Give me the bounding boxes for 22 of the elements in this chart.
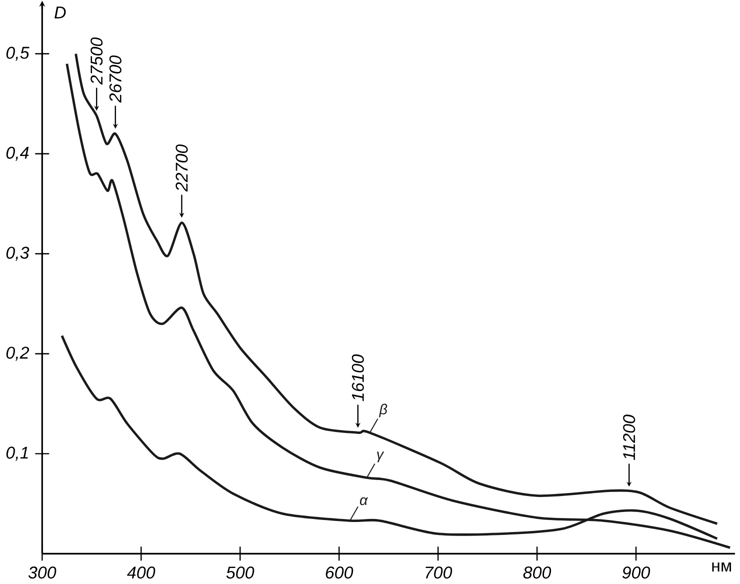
annotation: 16100 bbox=[352, 354, 364, 401]
y-tick-label: 0,3 bbox=[6, 246, 30, 261]
x-tick-label: 600 bbox=[326, 566, 354, 578]
y-axis-title: D bbox=[54, 6, 66, 18]
x-tick-label: 500 bbox=[226, 566, 254, 578]
x-axis-title: нм bbox=[712, 562, 731, 572]
x-tick-label: 800 bbox=[523, 566, 552, 578]
annotation: 11200 bbox=[623, 414, 636, 460]
annotation: 22700 bbox=[176, 144, 188, 192]
y-tick-label: 0,2 bbox=[6, 346, 30, 361]
y-tick-label: 0,4 bbox=[6, 146, 29, 161]
x-tick-label: 900 bbox=[622, 566, 650, 578]
annotation: 26700 bbox=[109, 55, 122, 103]
series-label: α bbox=[360, 497, 368, 506]
x-tick-label: 400 bbox=[127, 566, 156, 578]
x-tick-label: 300 bbox=[28, 566, 56, 578]
y-tick-label: 0,5 bbox=[6, 46, 30, 61]
annotation: 27500 bbox=[90, 37, 103, 85]
y-tick-label: 0,1 bbox=[6, 446, 28, 461]
x-tick-label: 700 bbox=[426, 566, 452, 578]
series-label: γ bbox=[377, 452, 384, 462]
series-label: β bbox=[378, 404, 388, 418]
